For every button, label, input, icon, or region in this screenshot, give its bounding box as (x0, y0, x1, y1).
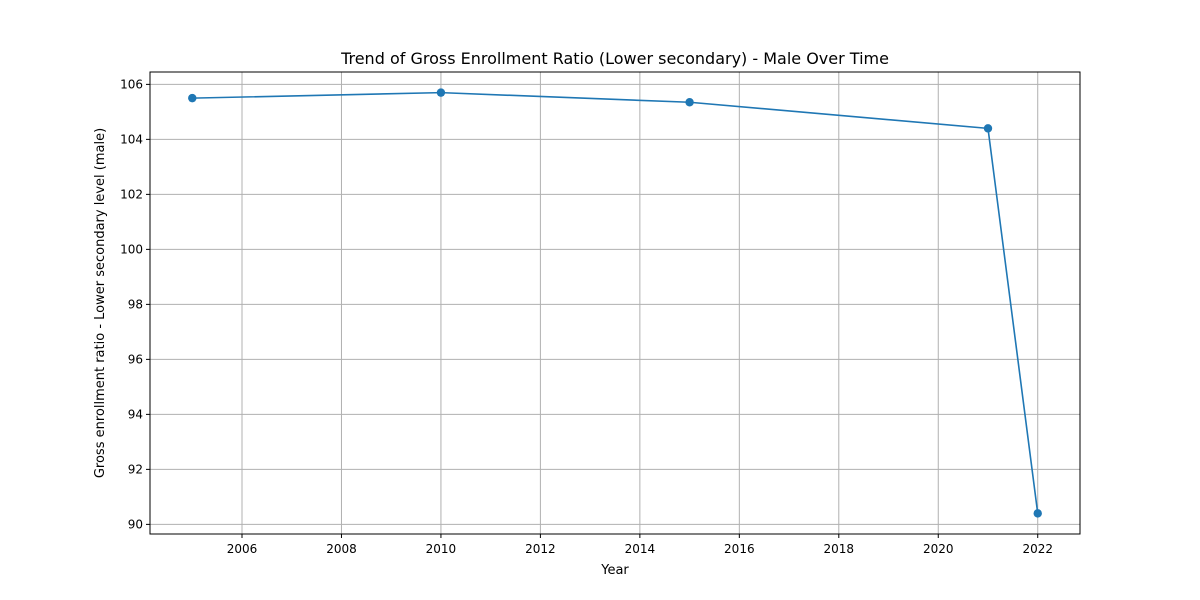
y-tick-label: 94 (128, 407, 143, 421)
y-tick-label: 106 (120, 77, 143, 91)
x-tick-label: 2010 (426, 542, 457, 556)
x-tick-label: 2020 (923, 542, 954, 556)
y-axis-label: Gross enrollment ratio - Lower secondary… (93, 128, 108, 478)
grid (150, 72, 1080, 534)
data-point (436, 88, 446, 97)
y-tick-label: 102 (120, 187, 143, 201)
series-layer (188, 88, 1042, 518)
x-tick-label: 2018 (824, 542, 855, 556)
y-tick-label: 100 (120, 242, 143, 256)
y-tick-label: 98 (128, 297, 143, 311)
y-tick-label: 104 (120, 132, 143, 146)
data-point (685, 98, 694, 107)
plot-frame (149, 71, 1081, 535)
data-point (188, 93, 197, 103)
x-tick-label: 2014 (625, 542, 656, 556)
x-tick-label: 2006 (227, 542, 258, 556)
chart-title: Trend of Gross Enrollment Ratio (Lower s… (340, 49, 889, 68)
x-axis-label: Year (600, 563, 629, 578)
y-tick-label: 92 (128, 462, 143, 476)
x-tick-label: 2008 (326, 542, 357, 556)
data-point (983, 124, 993, 133)
x-tick-label: 2012 (525, 542, 556, 556)
y-tick-label: 90 (128, 517, 143, 531)
ticks: 2006 2008 2010 2012 2014 2016 2018 2020 2022 90 92… (120, 77, 1053, 556)
x-tick-label: 2022 (1022, 542, 1053, 556)
x-tick-label: 2016 (724, 542, 755, 556)
y-tick-label: 96 (128, 352, 143, 366)
data-point (1033, 509, 1042, 518)
